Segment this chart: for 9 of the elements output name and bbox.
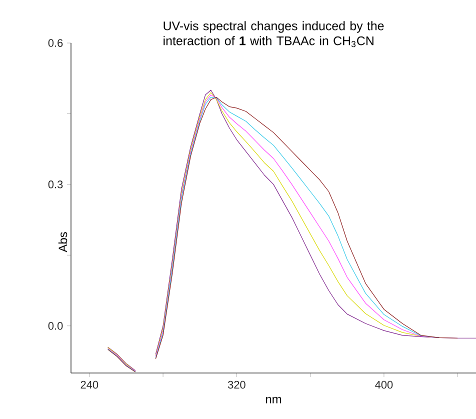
- y-tick-label: 0.0: [48, 322, 63, 330]
- x-tick-label: 240: [80, 380, 98, 389]
- x-tick-label: 320: [228, 380, 246, 389]
- chart-title: UV-vis spectral changes induced by the interaction of 1 with TBAAc in CH$_{3}$CN: [164, 21, 384, 48]
- y-tick-label: 0.6: [48, 39, 63, 47]
- y-tick-label: 0.3: [48, 180, 63, 188]
- x-tick-label: 400: [375, 380, 393, 389]
- y-axis-title: Abs: [58, 232, 68, 252]
- x-axis-title: nm: [266, 396, 282, 404]
